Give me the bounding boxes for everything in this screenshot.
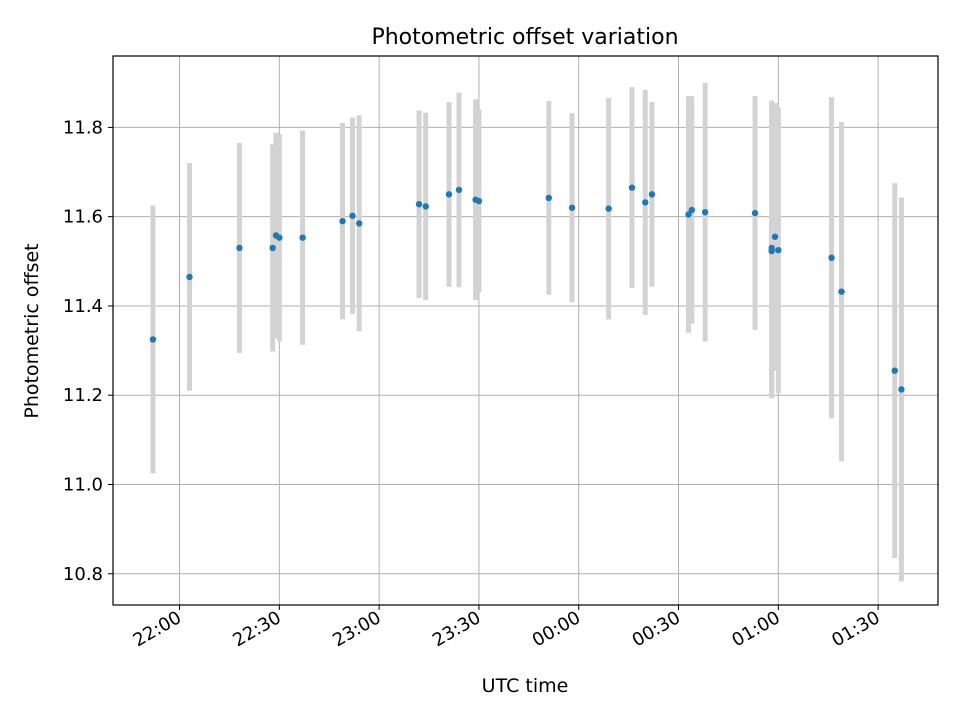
data-point [276, 234, 283, 241]
y-tick-label: 10.8 [63, 564, 103, 585]
data-point [422, 203, 429, 210]
data-point [751, 209, 759, 217]
x-tick-label: 01:00 [728, 607, 783, 651]
data-point [828, 254, 835, 261]
x-ticks: 22:00 22:30 23:00 23:30 00:00 00:30 01:00 01:30 [130, 605, 884, 651]
data-point [299, 234, 306, 241]
error-bars [150, 82, 904, 582]
data-point [701, 209, 709, 216]
data-point [568, 204, 576, 211]
data-point [236, 244, 243, 252]
data-point [688, 206, 696, 214]
data-point [605, 205, 612, 212]
data-point [269, 244, 276, 252]
chart-title: Photometric offset variation [371, 25, 678, 50]
x-tick-label: 00:30 [629, 607, 684, 651]
data-point [898, 386, 905, 393]
y-ticks: 10.8 11.0 11.2 11.4 11.6 11.8 [63, 117, 113, 585]
data-point [355, 220, 363, 227]
data-point [339, 217, 346, 225]
data-point [628, 184, 636, 191]
data-points [149, 184, 905, 393]
y-tick-label: 11.2 [63, 385, 103, 406]
data-point [349, 212, 356, 219]
data-point [838, 288, 845, 295]
x-axis-label: UTC time [482, 675, 569, 697]
data-point [545, 194, 552, 202]
grid [113, 56, 938, 605]
data-point [685, 211, 692, 218]
x-tick-label: 23:00 [329, 607, 384, 651]
x-tick-label: 22:30 [229, 607, 284, 651]
y-tick-label: 11.6 [63, 207, 103, 228]
data-point [642, 199, 649, 206]
x-tick-label: 23:30 [429, 607, 484, 651]
plot-frame [112, 55, 939, 606]
data-point [648, 191, 656, 198]
data-point [415, 200, 423, 208]
y-axis-label: Photometric offset [21, 243, 43, 418]
y-tick-label: 11.8 [63, 117, 103, 138]
data-point [186, 273, 193, 281]
data-point [455, 186, 463, 194]
data-point [771, 233, 779, 240]
x-tick-label: 01:30 [828, 607, 883, 651]
data-point [891, 367, 898, 374]
y-tick-label: 11.0 [63, 474, 103, 495]
y-tick-label: 11.4 [63, 296, 103, 317]
data-point [768, 247, 775, 255]
x-tick-label: 00:00 [529, 607, 584, 651]
data-point [775, 246, 782, 254]
data-point [445, 191, 453, 198]
data-point [149, 336, 157, 343]
data-point [475, 197, 483, 205]
x-tick-label: 22:00 [130, 607, 185, 651]
